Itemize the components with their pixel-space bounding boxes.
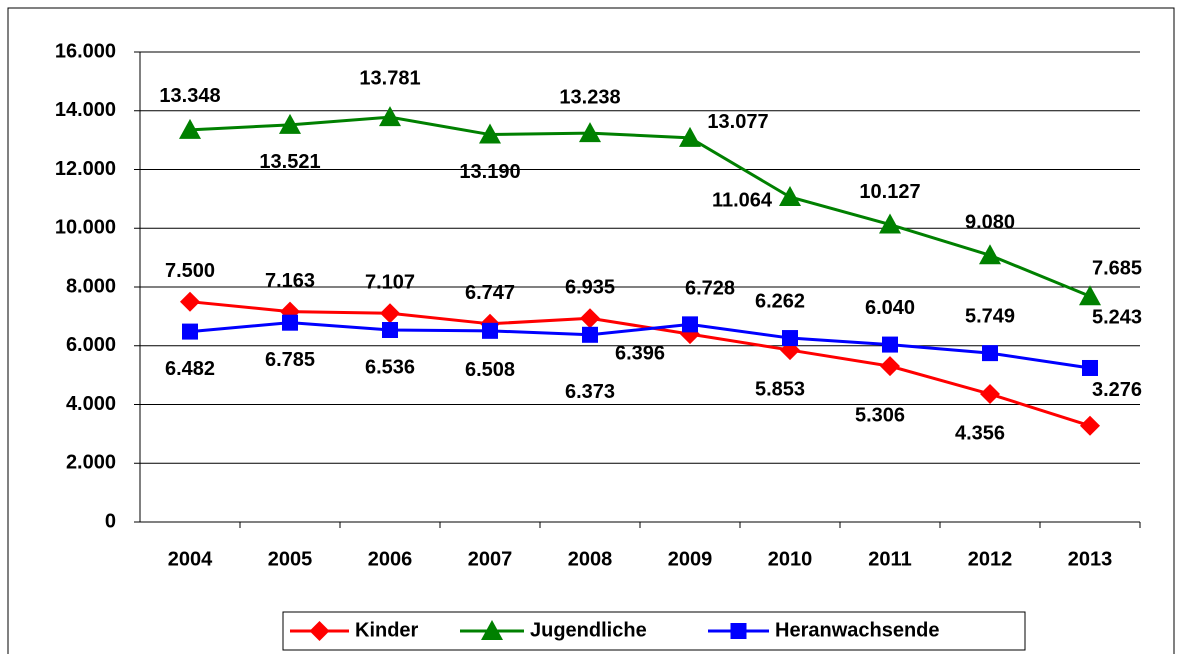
x-tick-label: 2013	[1068, 548, 1113, 570]
marker	[580, 308, 600, 329]
data-label: 6.262	[755, 290, 805, 312]
marker	[582, 326, 598, 343]
y-tick-label: 4.000	[66, 393, 116, 415]
y-tick-label: 0	[105, 510, 116, 532]
marker	[979, 244, 1001, 265]
legend-marker	[481, 620, 503, 640]
data-label: 11.064	[712, 189, 773, 211]
y-tick-label: 12.000	[55, 158, 116, 180]
legend-label: Kinder	[355, 619, 419, 641]
data-label: 6.935	[565, 277, 615, 299]
series-line	[189, 115, 1091, 298]
y-tick-label: 6.000	[66, 334, 116, 356]
marker	[1082, 359, 1098, 376]
y-tick-label: 8.000	[66, 275, 116, 297]
marker	[682, 316, 698, 333]
legend-box	[282, 611, 1026, 651]
marker	[882, 336, 898, 353]
legend-label: Jugendliche	[530, 619, 647, 641]
marker	[182, 323, 198, 340]
x-tick-label: 2004	[168, 548, 213, 570]
marker	[380, 303, 400, 324]
data-label: 5.749	[965, 305, 1015, 327]
marker	[1080, 415, 1100, 436]
data-label: 5.306	[855, 404, 905, 426]
marker	[1079, 285, 1101, 306]
data-label: 5.243	[1092, 306, 1142, 328]
marker	[879, 213, 901, 234]
data-label: 10.127	[859, 181, 920, 203]
x-tick-label: 2011	[868, 548, 911, 570]
marker	[779, 185, 801, 206]
marker	[482, 322, 498, 339]
marker	[180, 291, 200, 312]
marker	[282, 314, 298, 331]
legend-marker	[309, 621, 330, 641]
x-tick-label: 2010	[768, 548, 813, 570]
data-label: 6.728	[685, 278, 735, 300]
y-tick-label: 14.000	[55, 99, 116, 121]
data-label: 13.238	[559, 86, 620, 108]
marker	[382, 322, 398, 339]
marker	[980, 384, 1000, 405]
marker	[179, 118, 201, 139]
series-line	[189, 300, 1091, 428]
legend-marker	[730, 623, 747, 639]
data-label: 6.482	[165, 358, 215, 380]
data-label: 13.781	[359, 67, 420, 89]
data-label: 6.373	[565, 381, 615, 403]
data-label: 6.508	[465, 359, 515, 381]
marker	[880, 356, 900, 377]
marker	[679, 126, 701, 147]
data-label: 4.356	[955, 422, 1005, 444]
data-label: 6.396	[615, 342, 665, 364]
data-label: 6.747	[465, 282, 515, 304]
data-label: 7.107	[365, 272, 415, 294]
x-tick-label: 2009	[668, 548, 713, 570]
marker	[982, 345, 998, 362]
data-label: 6.040	[865, 297, 915, 319]
series-line	[189, 321, 1091, 370]
x-tick-label: 2012	[968, 548, 1013, 570]
data-label: 13.521	[259, 151, 320, 173]
marker	[479, 123, 501, 144]
y-tick-label: 10.000	[55, 217, 116, 239]
data-label: 7.163	[265, 270, 315, 292]
data-label: 6.536	[365, 356, 415, 378]
data-label: 13.190	[459, 161, 520, 183]
marker	[379, 106, 401, 127]
data-label: 6.785	[265, 349, 315, 371]
marker	[279, 113, 301, 134]
data-label: 5.853	[755, 378, 805, 400]
data-label: 7.500	[165, 260, 215, 282]
legend-label: Heranwachsende	[775, 619, 940, 641]
y-tick-label: 2.000	[66, 452, 116, 474]
data-label: 13.077	[707, 111, 768, 133]
marker	[579, 122, 601, 143]
x-tick-label: 2005	[268, 548, 313, 570]
data-label: 3.276	[1092, 379, 1142, 401]
data-label: 7.685	[1092, 258, 1142, 280]
x-tick-label: 2008	[568, 548, 613, 570]
data-label: 13.348	[159, 85, 220, 107]
x-tick-label: 2007	[468, 548, 513, 570]
x-tick-label: 2006	[368, 548, 413, 570]
data-label: 9.080	[965, 212, 1015, 234]
marker	[782, 330, 798, 347]
y-tick-label: 16.000	[55, 40, 116, 62]
